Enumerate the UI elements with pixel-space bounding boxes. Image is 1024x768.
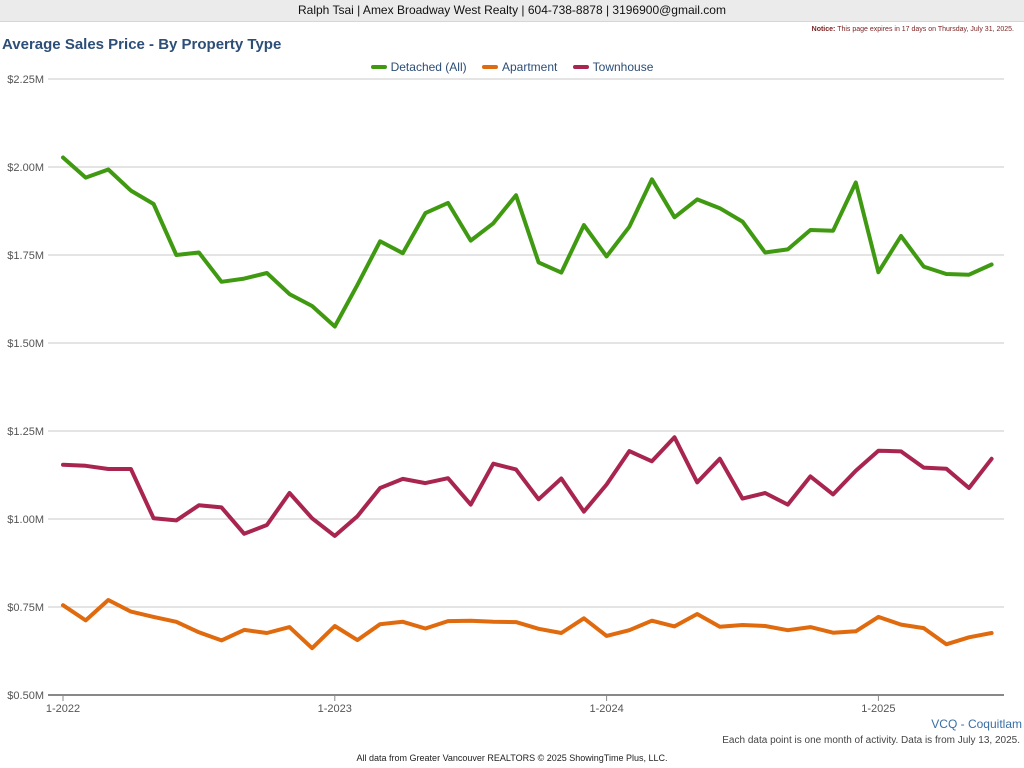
expiry-notice: Notice: This page expires in 17 days on … <box>812 26 1014 33</box>
y-tick-label: $1.75M <box>7 250 44 262</box>
series-line-detached[interactable] <box>61 155 994 329</box>
chart-legend: Detached (All) Apartment Townhouse <box>0 58 1024 74</box>
y-tick-label: $0.75M <box>7 602 44 614</box>
legend-item-detached[interactable]: Detached (All) <box>370 60 467 74</box>
y-tick-label: $1.50M <box>7 338 44 350</box>
data-footnote: Each data point is one month of activity… <box>722 735 1020 746</box>
x-tick-label: 1-2025 <box>861 703 895 715</box>
legend-label-detached: Detached (All) <box>390 60 467 74</box>
legend-swatch-apartment <box>481 65 498 69</box>
notice-text: This page expires in 17 days on Thursday… <box>837 26 1014 33</box>
x-tick-label: 1-2023 <box>318 703 352 715</box>
chart-title: Average Sales Price - By Property Type <box>2 36 282 53</box>
x-tick-label: 1-2022 <box>46 703 80 715</box>
y-tick-label: $2.00M <box>7 162 44 174</box>
y-tick-label: $0.50M <box>7 690 44 702</box>
y-axis-ticks: $0.50M $0.75M $1.00M $1.25M $1.50M $1.75M $2.0… <box>7 74 44 702</box>
legend-item-apartment[interactable]: Apartment <box>481 60 558 74</box>
series-line-townhouse[interactable] <box>61 435 994 538</box>
chart-gridlines <box>48 78 1004 608</box>
legend-swatch-detached <box>370 65 387 69</box>
y-tick-label: $2.25M <box>7 74 44 86</box>
legend-label-apartment: Apartment <box>501 60 558 74</box>
x-tick-label: 1-2024 <box>589 703 623 715</box>
contact-header: Ralph Tsai | Amex Broadway West Realty |… <box>0 0 1024 22</box>
notice-label: Notice: <box>811 26 836 33</box>
region-label: VCQ - Coquitlam <box>931 717 1022 731</box>
legend-swatch-townhouse <box>572 65 589 69</box>
legend-label-townhouse: Townhouse <box>592 60 654 74</box>
data-source-footer: All data from Greater Vancouver REALTORS… <box>356 753 668 763</box>
legend-item-townhouse[interactable]: Townhouse <box>572 60 654 74</box>
chart-series <box>61 155 994 651</box>
series-line-apartment[interactable] <box>61 598 994 651</box>
y-tick-label: $1.00M <box>7 514 44 526</box>
x-axis: 1-2022 1-2023 1-2024 1-2025 <box>46 694 1004 715</box>
y-tick-label: $1.25M <box>7 426 44 438</box>
